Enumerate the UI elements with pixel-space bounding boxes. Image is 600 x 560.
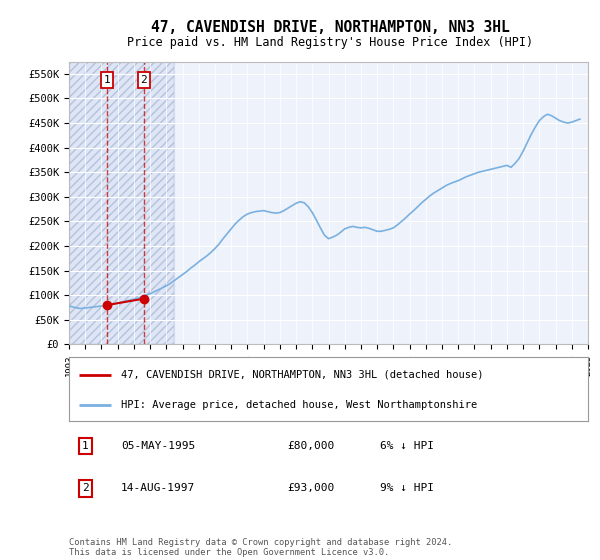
- Text: £93,000: £93,000: [287, 483, 334, 493]
- Text: HPI: Average price, detached house, West Northamptonshire: HPI: Average price, detached house, West…: [121, 400, 477, 410]
- Text: £80,000: £80,000: [287, 441, 334, 451]
- Text: Contains HM Land Registry data © Crown copyright and database right 2024.
This d: Contains HM Land Registry data © Crown c…: [69, 538, 452, 557]
- Text: 14-AUG-1997: 14-AUG-1997: [121, 483, 195, 493]
- Text: 1: 1: [82, 441, 89, 451]
- Text: 2: 2: [140, 75, 148, 85]
- Text: 1: 1: [104, 75, 110, 85]
- Text: Price paid vs. HM Land Registry's House Price Index (HPI): Price paid vs. HM Land Registry's House …: [127, 36, 533, 49]
- Text: 2: 2: [82, 483, 89, 493]
- Bar: [69, 62, 175, 344]
- Text: 05-MAY-1995: 05-MAY-1995: [121, 441, 195, 451]
- Text: 47, CAVENDISH DRIVE, NORTHAMPTON, NN3 3HL: 47, CAVENDISH DRIVE, NORTHAMPTON, NN3 3H…: [151, 20, 509, 35]
- Text: 6% ↓ HPI: 6% ↓ HPI: [380, 441, 434, 451]
- Text: 9% ↓ HPI: 9% ↓ HPI: [380, 483, 434, 493]
- Text: 47, CAVENDISH DRIVE, NORTHAMPTON, NN3 3HL (detached house): 47, CAVENDISH DRIVE, NORTHAMPTON, NN3 3H…: [121, 370, 484, 380]
